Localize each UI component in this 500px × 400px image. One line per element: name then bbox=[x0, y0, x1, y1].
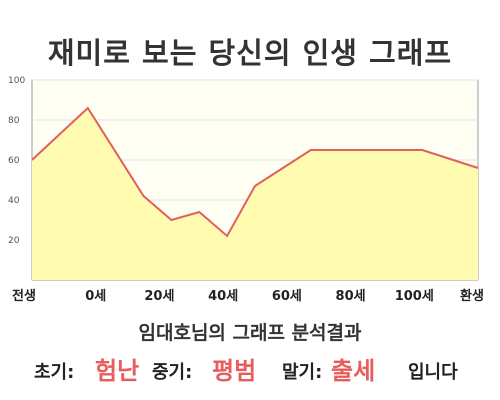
result-subtitle: 임대호님의 그래프 분석결과 bbox=[138, 322, 362, 344]
y-tick-label: 20 bbox=[8, 236, 20, 246]
chart-title: 재미로 보는 당신의 인생 그래프 bbox=[47, 36, 453, 70]
late-value: 출세 bbox=[331, 357, 376, 385]
x-tick-label: 전생 bbox=[12, 288, 36, 304]
early-label: 초기: bbox=[34, 362, 75, 383]
late-label: 말기: bbox=[282, 362, 323, 383]
x-tick-label: 60세 bbox=[272, 289, 302, 304]
middle-value: 평범 bbox=[212, 357, 257, 385]
y-tick-label: 100 bbox=[8, 76, 25, 86]
result-summary: 초기: 험난 중기: 평범 말기: 출세 입니다 bbox=[0, 346, 500, 386]
ending-text: 입니다 bbox=[408, 362, 458, 383]
y-tick-label: 60 bbox=[8, 156, 20, 166]
x-tick-label: 80세 bbox=[336, 289, 366, 304]
x-tick-label: 20세 bbox=[144, 289, 174, 304]
early-value: 험난 bbox=[95, 357, 140, 385]
x-axis-ticks: 전생 0세 20세 40세 60세 80세 100세 환생 bbox=[12, 288, 484, 304]
middle-label: 중기: bbox=[152, 362, 193, 383]
y-tick-label: 80 bbox=[8, 116, 20, 126]
x-tick-label: 환생 bbox=[460, 288, 484, 304]
life-graph-chart: 20 40 60 80 100 전생 0세 20세 40세 60세 80세 100세 환생 bbox=[8, 76, 484, 304]
life-line bbox=[31, 106, 479, 238]
x-tick-label: 100세 bbox=[395, 289, 434, 304]
y-tick-label: 40 bbox=[8, 196, 20, 206]
x-tick-label: 0세 bbox=[85, 289, 106, 304]
y-axis-ticks: 20 40 60 80 100 bbox=[8, 76, 25, 246]
x-tick-label: 40세 bbox=[208, 289, 238, 304]
